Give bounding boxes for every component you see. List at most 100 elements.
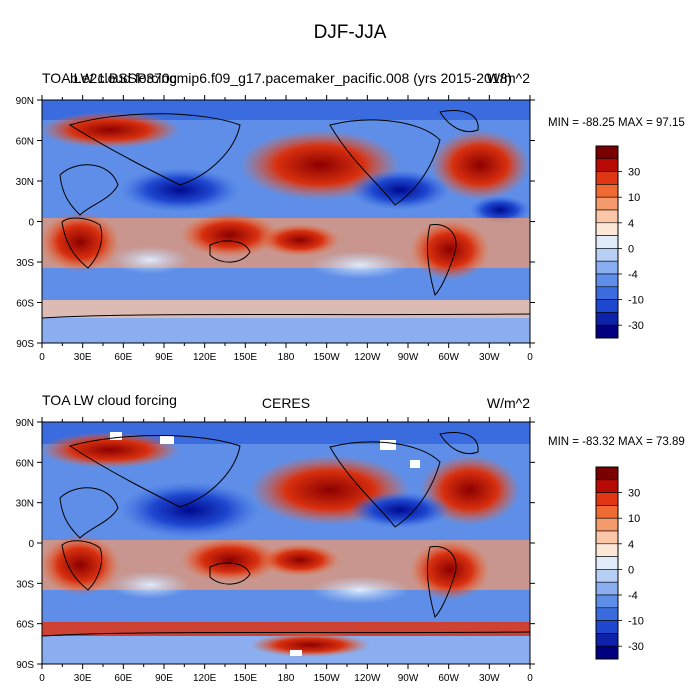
panel1-colorbar-swatch [595, 312, 619, 326]
panel2-colorbar-swatch [595, 645, 619, 660]
panel1-lat-tick-label: 60S [16, 299, 34, 310]
panel1-lon-tick-label: 60E [114, 352, 132, 363]
panel2-colorbar-label: -30 [628, 641, 644, 653]
figure-title: DJF-JJA [313, 22, 387, 43]
panel2-lat-tick-label: 60S [16, 620, 34, 631]
panel2-lon-tick-label: 60E [114, 673, 132, 684]
panel1-units: W/m^2 [486, 70, 530, 86]
panel2-lon-tick-label: 30E [74, 673, 92, 684]
panel2-colorbar-swatch [595, 492, 619, 506]
panel2-colorbar-swatch [595, 569, 619, 583]
panel1-lat-tick-label: 90S [16, 339, 34, 350]
panel1-lon-tick-label: 150E [234, 352, 258, 363]
panel2-colorbar-swatch [595, 530, 619, 545]
panel1-min-max: MIN = -88.25 MAX = 97.15 [548, 117, 685, 129]
panel1-lat-tick-label: 0 [28, 218, 34, 229]
panel2-colorbar-swatch [595, 543, 619, 557]
panel1-lat-tick-label: 30N [16, 177, 34, 188]
panel1-colorbar-swatch [595, 324, 619, 339]
panel2-colorbar-swatch [595, 556, 619, 570]
panel1-colorbar-swatch [595, 158, 619, 172]
panel1-colorbar-swatch [595, 235, 619, 249]
panel1-colorbar-label: -30 [628, 320, 644, 332]
panel1-lon-tick-label: 30W [479, 352, 500, 363]
panel1-axes: 0 30E 60E 90E 120E 150E 180 150W 120W 90W 60W 30W 09… [16, 95, 535, 363]
panel1-lon-tick-label: 0 [527, 352, 533, 363]
panel1-map [42, 100, 530, 343]
panel2-lat-tick-label: 60N [16, 458, 34, 469]
panel1-lon-tick-label: 120E [193, 352, 217, 363]
panel1-lon-tick-label: 180 [278, 352, 295, 363]
panel1-colorbar-swatch [595, 145, 619, 160]
panel2-lon-tick-label: 30W [479, 673, 500, 684]
panel1-colorbar-swatch [595, 273, 619, 288]
panel2-colorbar-swatch [595, 607, 619, 621]
panel2-lon-tick-label: 90W [398, 673, 419, 684]
panel2-colorbar-swatch [595, 594, 619, 609]
panel1-lon-tick-label: 0 [39, 352, 45, 363]
panel2-colorbar-label: -10 [628, 616, 644, 628]
panel2-colorbar-swatch [595, 620, 619, 634]
panel2-lat-tick-label: 90N [16, 418, 34, 429]
panel1-left-title: TOA LW cloud forcing [42, 70, 177, 86]
panel1-colorbar-swatch [595, 196, 619, 211]
panel1-colorbar-swatch [595, 248, 619, 262]
panel2-colorbar-swatch [595, 633, 619, 647]
panel2-lat-tick-label: 30N [16, 499, 34, 510]
panel1-colorbar-swatch [595, 209, 619, 224]
panel1-lat-tick-label: 60N [16, 137, 34, 148]
panel2-colorbar: 30 10 4 0 -4 -10 -30 [595, 466, 644, 660]
panel2-axes: 0 30E 60E 90E 120E 150E 180 150W 120W 90W 60W 30W 09… [16, 417, 535, 684]
panel1-center-title: b.e21.BSSP370cmip6.f09_g17.pacemaker_pac… [70, 70, 513, 86]
panel2-center-title: CERES [261, 395, 311, 411]
panel1-colorbar-label: -10 [628, 295, 644, 307]
panel2-colorbar-swatch [595, 505, 619, 519]
panel1-colorbar-label: 0 [628, 243, 634, 255]
panel1-colorbar-swatch [595, 222, 619, 236]
panel1-colorbar-label: 4 [628, 218, 634, 230]
panel2-colorbar-label: 10 [628, 513, 640, 525]
panel2-coastlines [42, 432, 530, 637]
panel2-map [42, 422, 530, 664]
panel2-left-title: TOA LW cloud forcing [42, 392, 177, 408]
panel2-colorbar-label: 4 [628, 539, 634, 551]
panel2-lon-tick-label: 120W [354, 673, 381, 684]
panel2-lon-tick-label: 60W [438, 673, 459, 684]
panel2-units: W/m^2 [486, 395, 530, 411]
panel2-colorbar-swatch [595, 581, 619, 596]
panel1-colorbar-label: 30 [628, 167, 640, 179]
panel1-lon-tick-label: 90W [398, 352, 419, 363]
panel1-coastlines [42, 110, 530, 319]
panel2-colorbar-label: -4 [628, 590, 638, 602]
panel2-lon-tick-label: 150W [314, 673, 341, 684]
panel1-lon-tick-label: 30E [74, 352, 92, 363]
panel1-colorbar-swatch [595, 260, 619, 275]
panel2-lon-tick-label: 180 [278, 673, 295, 684]
panel2-lon-tick-label: 120E [193, 673, 217, 684]
panel1-colorbar-swatch [595, 286, 619, 300]
panel2-lon-tick-label: 0 [39, 673, 45, 684]
panel1-lon-tick-label: 150W [314, 352, 341, 363]
panel2-lat-tick-label: 0 [28, 539, 34, 550]
panel2-lat-tick-label: 30S [16, 579, 34, 590]
panel1-colorbar-label: -4 [628, 269, 638, 281]
panel1-lon-tick-label: 90E [155, 352, 173, 363]
panel1-colorbar-swatch [595, 184, 619, 198]
panel2-lat-tick-label: 90S [16, 660, 34, 671]
panel2-min-max: MIN = -83.32 MAX = 73.89 [548, 436, 685, 448]
panel1-lat-tick-label: 30S [16, 258, 34, 269]
panel1-lon-tick-label: 120W [354, 352, 381, 363]
panel1-lat-tick-label: 90N [16, 96, 34, 107]
panel1-colorbar: 30 10 4 0 -4 -10 -30 [595, 145, 644, 339]
panel2-lon-tick-label: 0 [527, 673, 533, 684]
panel1-colorbar-swatch [595, 299, 619, 313]
panel2-colorbar-label: 30 [628, 488, 640, 500]
panel1-colorbar-label: 10 [628, 192, 640, 204]
panel2-colorbar-label: 0 [628, 564, 634, 576]
panel2-colorbar-swatch [595, 517, 619, 532]
panel1-lon-tick-label: 60W [438, 352, 459, 363]
panel1-colorbar-swatch [595, 171, 619, 185]
panel2-lon-tick-label: 90E [155, 673, 173, 684]
panel2-colorbar-swatch [595, 466, 619, 481]
